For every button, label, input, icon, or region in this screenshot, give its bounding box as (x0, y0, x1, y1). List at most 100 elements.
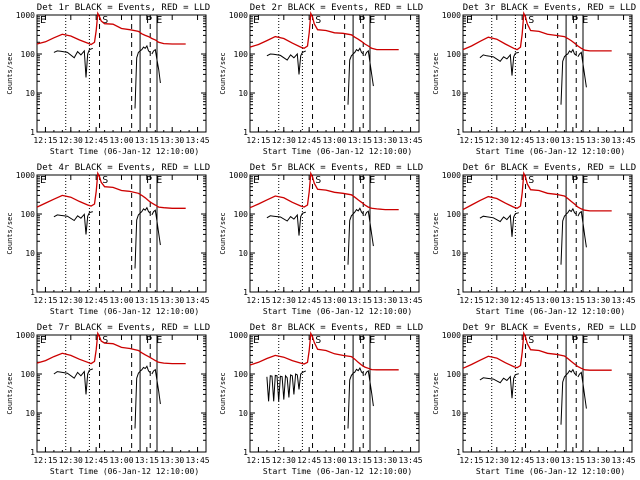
x-axis-label: Start Time (06-Jan-12 12:10:00) (50, 307, 199, 316)
region-label: E (582, 335, 588, 346)
x-tick-label: 12:45 (510, 296, 534, 305)
region-label: S (102, 175, 108, 186)
y-tick-label: 1 (456, 288, 461, 297)
x-tick-label: 12:15 (459, 296, 483, 305)
events-series-line (364, 210, 374, 247)
region-label: S (315, 335, 321, 346)
events-series-line (560, 207, 577, 265)
region-label: E (582, 15, 588, 26)
chart-svg: Det 9r BLACK = Events, RED = LLD 1 10 100 10… (432, 323, 636, 476)
x-tick-label: 12:45 (84, 296, 108, 305)
chart-title: Det 6r BLACK = Events, RED = LLD (463, 163, 636, 173)
lld-series-line (36, 171, 186, 209)
detector-panel: Det 6r BLACK = Events, RED = LLD 1 10 100 10… (426, 160, 639, 320)
y-tick-label: 1 (243, 128, 248, 137)
x-tick-label: 12:30 (59, 136, 83, 145)
x-tick-label: 13:30 (373, 456, 397, 465)
region-label: P (359, 175, 365, 186)
lld-series-line (36, 331, 186, 365)
y-tick-label: 1 (243, 448, 248, 457)
events-series-line (266, 211, 306, 236)
plot-frame (36, 334, 207, 453)
y-tick-label: 100 (447, 50, 462, 59)
x-tick-label: 12:30 (59, 296, 83, 305)
region-label: P (146, 175, 152, 186)
x-tick-label: 13:15 (561, 296, 585, 305)
y-tick-label: 1000 (229, 171, 248, 180)
y-tick-label: 10 (451, 249, 461, 258)
y-tick-label: 1 (456, 448, 461, 457)
y-tick-label: 1000 (16, 171, 35, 180)
y-tick-label: 10 (451, 409, 461, 418)
region-label: E (253, 175, 259, 186)
y-tick-label: 10 (238, 89, 248, 98)
x-tick-label: 13:30 (160, 296, 184, 305)
detector-panel: Det 3r BLACK = Events, RED = LLD 1 10 100 10… (426, 0, 639, 160)
x-tick-label: 13:15 (348, 296, 372, 305)
x-tick-label: 12:30 (272, 456, 296, 465)
chart-svg: Det 4r BLACK = Events, RED = LLD 1 10 100 10… (6, 163, 210, 316)
region-label: S (102, 335, 108, 346)
x-tick-label: 12:15 (33, 296, 57, 305)
y-tick-label: 100 (21, 370, 36, 379)
chart-title: Det 8r BLACK = Events, RED = LLD (250, 323, 423, 333)
y-tick-label: 10 (451, 89, 461, 98)
lld-series-line (249, 11, 399, 51)
x-tick-label: 12:45 (297, 296, 321, 305)
region-label: S (528, 15, 534, 26)
events-series-line (266, 50, 307, 75)
region-label: E (466, 335, 472, 346)
region-label: E (369, 335, 375, 346)
x-tick-label: 12:30 (485, 456, 509, 465)
lld-series-line (462, 11, 612, 52)
y-axis-label: Counts/sec (432, 212, 440, 254)
y-axis-label: Counts/sec (6, 212, 14, 254)
chart-title: Det 7r BLACK = Events, RED = LLD (37, 323, 210, 333)
lld-series-line (249, 171, 399, 211)
y-tick-label: 1000 (16, 331, 35, 340)
events-series-line (560, 368, 577, 425)
y-tick-label: 100 (234, 210, 249, 219)
events-series-line (53, 211, 93, 235)
x-tick-label: 13:15 (561, 136, 585, 145)
events-series-line (479, 212, 519, 237)
chart-title: Det 2r BLACK = Events, RED = LLD (250, 3, 423, 13)
region-label: E (156, 175, 162, 186)
x-tick-label: 13:15 (561, 456, 585, 465)
region-label: E (369, 15, 375, 26)
x-tick-label: 13:30 (373, 296, 397, 305)
chart-svg: Det 6r BLACK = Events, RED = LLD 1 10 100 10… (432, 163, 636, 316)
x-tick-label: 12:45 (84, 136, 108, 145)
detector-panel: Det 4r BLACK = Events, RED = LLD 1 10 100 10… (0, 160, 213, 320)
y-tick-label: 1000 (229, 11, 248, 20)
region-label: E (40, 335, 46, 346)
x-tick-label: 13:15 (348, 456, 372, 465)
x-tick-label: 13:30 (586, 456, 610, 465)
y-axis-label: Counts/sec (6, 52, 14, 94)
y-axis-label: Counts/sec (432, 52, 440, 94)
plot-frame (249, 334, 420, 453)
detector-panel: Det 8r BLACK = Events, RED = LLD 1 10 100 10… (213, 320, 426, 480)
events-series-line (134, 206, 151, 269)
x-tick-label: 12:45 (510, 136, 534, 145)
detector-panel: Det 5r BLACK = Events, RED = LLD 1 10 100 10… (213, 160, 426, 320)
x-tick-label: 13:30 (160, 136, 184, 145)
x-tick-label: 13:00 (322, 456, 346, 465)
lld-series-line (462, 331, 612, 371)
events-series-line (151, 48, 161, 84)
x-tick-label: 13:45 (399, 456, 423, 465)
events-series-line (577, 371, 587, 409)
lld-series-line (462, 171, 612, 212)
chart-title: Det 3r BLACK = Events, RED = LLD (463, 3, 636, 13)
chart-svg: Det 2r BLACK = Events, RED = LLD 1 10 100 10… (219, 3, 423, 156)
plot-frame (462, 174, 633, 293)
detector-panel: Det 2r BLACK = Events, RED = LLD 1 10 100 10… (213, 0, 426, 160)
events-series-line (347, 367, 364, 429)
x-tick-label: 13:00 (109, 456, 133, 465)
y-axis-label: Counts/sec (432, 372, 440, 414)
events-series-line (364, 370, 374, 407)
events-series-line (53, 47, 93, 78)
x-tick-label: 13:00 (535, 296, 559, 305)
region-label: S (315, 175, 321, 186)
x-tick-label: 13:00 (109, 136, 133, 145)
